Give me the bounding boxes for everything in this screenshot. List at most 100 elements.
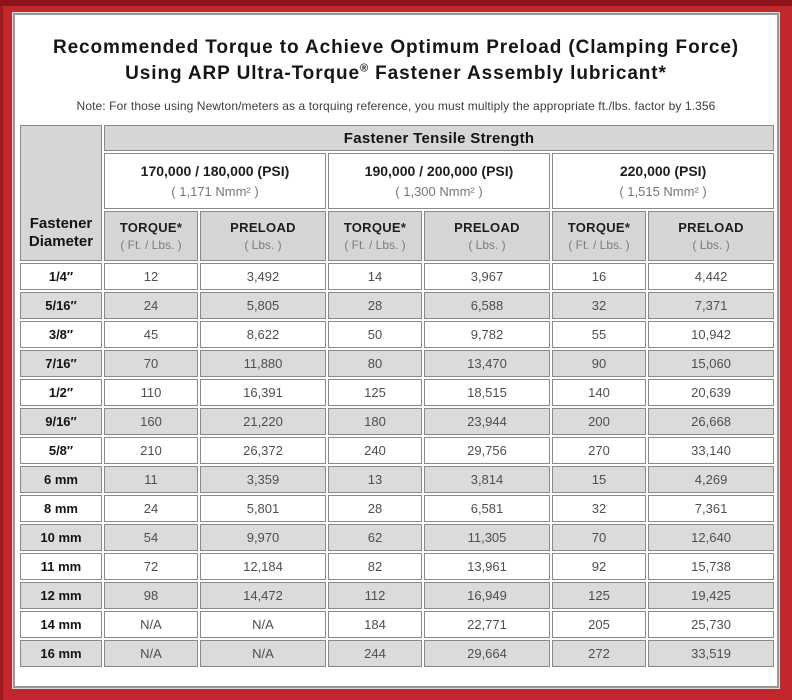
- frame-top-strip: [0, 0, 792, 6]
- title-line-2: Using ARP Ultra-Torque® Fastener Assembl…: [18, 61, 774, 87]
- title-line-2-text: Using ARP Ultra-Torque: [125, 62, 360, 84]
- preload-value-cell: 23,944: [424, 408, 550, 436]
- torque-value-cell: 205: [552, 611, 646, 639]
- fastener-diameter-cell: 1/2″: [20, 379, 102, 407]
- preload-value-cell: 12,640: [648, 524, 775, 552]
- fastener-diameter-cell: 10 mm: [20, 524, 102, 552]
- preload-value-cell: N/A: [200, 611, 326, 639]
- table-row: 16 mm N/A N/A 244 29,664 272 33,519: [20, 640, 775, 668]
- preload-value-cell: 22,771: [424, 611, 550, 639]
- corner-cell-fastener-diameter: Fastener Diameter: [20, 125, 102, 262]
- torque-value-cell: 98: [104, 582, 198, 610]
- preload-value-cell: 18,515: [424, 379, 550, 407]
- torque-value-cell: 110: [104, 379, 198, 407]
- preload-value-cell: 10,942: [648, 321, 775, 349]
- nmm-label: ( 1,171 Nmm² ): [171, 184, 259, 200]
- torque-value-cell: 13: [328, 466, 422, 494]
- table-row: 6 mm 11 3,359 13 3,814 15 4,269: [20, 466, 775, 494]
- table-row: 14 mm N/A N/A 184 22,771 205 25,730: [20, 611, 775, 639]
- torque-value-cell: 28: [328, 292, 422, 320]
- fastener-diameter-cell: 6 mm: [20, 466, 102, 494]
- preload-value-cell: 3,359: [200, 466, 326, 494]
- preload-label: PRELOAD: [230, 220, 296, 236]
- fastener-diameter-cell: 3/8″: [20, 321, 102, 349]
- torque-value-cell: 82: [328, 553, 422, 581]
- torque-value-cell: 80: [328, 350, 422, 378]
- preload-value-cell: 7,371: [648, 292, 775, 320]
- fastener-diameter-cell: 14 mm: [20, 611, 102, 639]
- preload-value-cell: 33,140: [648, 437, 775, 465]
- preload-value-cell: 25,730: [648, 611, 775, 639]
- torque-value-cell: 125: [328, 379, 422, 407]
- preload-value-cell: 21,220: [200, 408, 326, 436]
- torque-value-cell: 72: [104, 553, 198, 581]
- fastener-diameter-cell: 1/4″: [20, 263, 102, 291]
- preload-label: PRELOAD: [678, 220, 744, 236]
- preload-value-cell: 4,269: [648, 466, 775, 494]
- preload-header-1: PRELOAD ( Lbs. ): [200, 211, 326, 262]
- torque-value-cell: 240: [328, 437, 422, 465]
- torque-label: TORQUE*: [119, 220, 183, 236]
- torque-value-cell: 15: [552, 466, 646, 494]
- torque-value-cell: 140: [552, 379, 646, 407]
- torque-value-cell: 12: [104, 263, 198, 291]
- preload-value-cell: 19,425: [648, 582, 775, 610]
- torque-value-cell: 45: [104, 321, 198, 349]
- fastener-diameter-cell: 9/16″: [20, 408, 102, 436]
- title-line-2-tail: Fastener Assembly lubricant*: [368, 62, 667, 84]
- preload-value-cell: 12,184: [200, 553, 326, 581]
- preload-label: PRELOAD: [454, 220, 520, 236]
- fastener-diameter-cell: 5/8″: [20, 437, 102, 465]
- psi-label: 190,000 / 200,000 (PSI): [364, 163, 514, 180]
- preload-value-cell: 9,782: [424, 321, 550, 349]
- table-row: 11 mm 72 12,184 82 13,961 92 15,738: [20, 553, 775, 581]
- torque-value-cell: 112: [328, 582, 422, 610]
- table-row: 10 mm 54 9,970 62 11,305 70 12,640: [20, 524, 775, 552]
- strength-group-170-180: 170,000 / 180,000 (PSI) ( 1,171 Nmm² ): [104, 153, 326, 210]
- preload-value-cell: 13,470: [424, 350, 550, 378]
- preload-value-cell: 15,738: [648, 553, 775, 581]
- preload-header-2: PRELOAD ( Lbs. ): [424, 211, 550, 262]
- preload-value-cell: 3,814: [424, 466, 550, 494]
- preload-value-cell: 29,664: [424, 640, 550, 668]
- table-row: 5/8″ 210 26,372 240 29,756 270 33,140: [20, 437, 775, 465]
- preload-value-cell: 26,668: [648, 408, 775, 436]
- preload-value-cell: 15,060: [648, 350, 775, 378]
- preload-value-cell: 29,756: [424, 437, 550, 465]
- preload-value-cell: 33,519: [648, 640, 775, 668]
- fastener-diameter-cell: 16 mm: [20, 640, 102, 668]
- torque-value-cell: 125: [552, 582, 646, 610]
- torque-value-cell: 55: [552, 321, 646, 349]
- preload-value-cell: 8,622: [200, 321, 326, 349]
- torque-preload-subheader-row: TORQUE* ( Ft. / Lbs. ) PRELOAD ( Lbs. ) …: [20, 211, 775, 262]
- preload-unit: ( Lbs. ): [468, 238, 506, 253]
- torque-value-cell: 90: [552, 350, 646, 378]
- tensile-strength-header: Fastener Tensile Strength: [104, 125, 775, 152]
- table-header: Fastener Diameter Fastener Tensile Stren…: [20, 125, 775, 262]
- table-row: 12 mm 98 14,472 112 16,949 125 19,425: [20, 582, 775, 610]
- strength-group-190-200: 190,000 / 200,000 (PSI) ( 1,300 Nmm² ): [328, 153, 550, 210]
- preload-value-cell: 6,581: [424, 495, 550, 523]
- torque-value-cell: 54: [104, 524, 198, 552]
- torque-label: TORQUE*: [567, 220, 631, 236]
- preload-value-cell: 13,961: [424, 553, 550, 581]
- preload-value-cell: N/A: [200, 640, 326, 668]
- fastener-diameter-cell: 5/16″: [20, 292, 102, 320]
- preload-value-cell: 20,639: [648, 379, 775, 407]
- torque-value-cell: 24: [104, 292, 198, 320]
- tensile-strength-row: Fastener Diameter Fastener Tensile Stren…: [20, 125, 775, 262]
- torque-label: TORQUE*: [343, 220, 407, 236]
- torque-value-cell: 62: [328, 524, 422, 552]
- torque-unit: ( Ft. / Lbs. ): [568, 238, 630, 253]
- table-row: 5/16″ 24 5,805 28 6,588 32 7,371: [20, 292, 775, 320]
- torque-unit: ( Ft. / Lbs. ): [120, 238, 182, 253]
- fastener-diameter-cell: 7/16″: [20, 350, 102, 378]
- torque-value-cell: 210: [104, 437, 198, 465]
- preload-value-cell: 26,372: [200, 437, 326, 465]
- table-row: 7/16″ 70 11,880 80 13,470 90 15,060: [20, 350, 775, 378]
- torque-value-cell: 11: [104, 466, 198, 494]
- preload-value-cell: 5,801: [200, 495, 326, 523]
- fastener-diameter-cell: 11 mm: [20, 553, 102, 581]
- torque-value-cell: 200: [552, 408, 646, 436]
- torque-value-cell: 32: [552, 292, 646, 320]
